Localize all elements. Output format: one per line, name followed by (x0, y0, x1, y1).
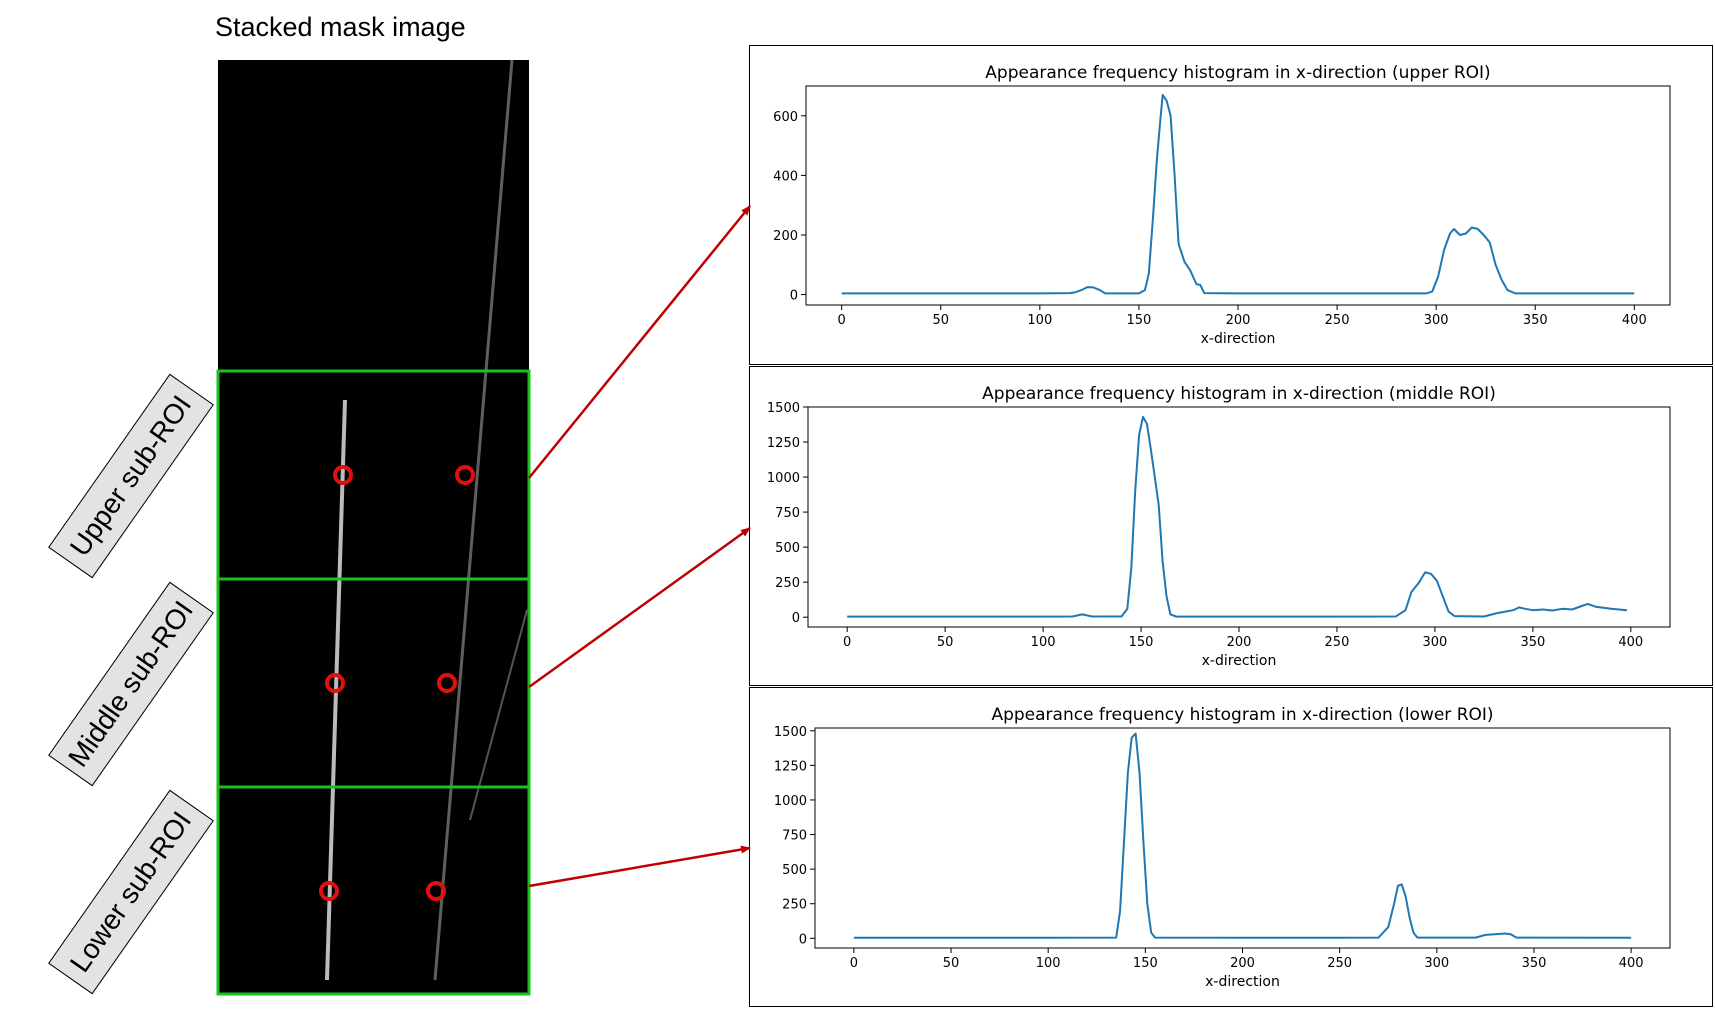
y-tick-label-lower: 750 (782, 829, 807, 844)
x-tick-label-middle: 100 (1031, 635, 1056, 650)
x-tick-label-middle: 300 (1422, 635, 1447, 650)
chart-lower: Appearance frequency histogram in x-dire… (774, 705, 1671, 990)
x-tick-label-lower: 300 (1424, 956, 1449, 971)
chart-title-middle: Appearance frequency histogram in x-dire… (982, 384, 1496, 404)
figure-title: Stacked mask image (215, 12, 466, 42)
chart-middle: Appearance frequency histogram in x-dire… (767, 384, 1671, 669)
x-tick-label-lower: 0 (850, 956, 858, 971)
y-tick-label-lower: 1500 (774, 725, 807, 740)
x-axis-label-lower: x-direction (1205, 974, 1280, 990)
x-tick-label-upper: 0 (838, 313, 846, 328)
y-tick-label-middle: 250 (775, 576, 800, 591)
y-tick-label-upper: 600 (773, 110, 798, 125)
x-tick-label-upper: 250 (1325, 313, 1350, 328)
x-tick-label-upper: 400 (1622, 313, 1647, 328)
roi-box-middle (216, 577, 531, 789)
x-tick-label-upper: 100 (1027, 313, 1052, 328)
lane-marker-4 (437, 673, 457, 693)
x-tick-label-lower: 100 (1036, 956, 1061, 971)
y-tick-label-middle: 1000 (767, 471, 800, 486)
y-tick-label-lower: 0 (799, 932, 807, 947)
lane-marker-5 (319, 881, 339, 901)
plot-area-middle (807, 406, 1671, 628)
x-tick-label-lower: 250 (1327, 956, 1352, 971)
x-axis-label-upper: x-direction (1201, 331, 1276, 347)
y-tick-label-upper: 400 (773, 169, 798, 184)
y-tick-label-lower: 1000 (774, 794, 807, 809)
x-tick-label-middle: 200 (1227, 635, 1252, 650)
y-tick-label-lower: 500 (782, 863, 807, 878)
y-tick-label-middle: 1250 (767, 436, 800, 451)
x-tick-label-upper: 50 (932, 313, 949, 328)
x-axis-label-middle: x-direction (1202, 653, 1277, 669)
roi-box-lower (216, 785, 531, 996)
plot-area-upper (805, 85, 1671, 306)
arrow-lower (528, 845, 751, 888)
stacked-mask-image (218, 60, 529, 994)
x-tick-label-upper: 200 (1226, 313, 1251, 328)
lane-marker-2 (455, 465, 475, 485)
y-tick-label-upper: 0 (790, 289, 798, 304)
arrow-middle (528, 526, 751, 689)
chart-upper: Appearance frequency histogram in x-dire… (773, 63, 1671, 347)
lane-marker-6 (426, 881, 446, 901)
x-tick-label-middle: 150 (1129, 635, 1154, 650)
plot-area-lower (814, 727, 1671, 949)
x-tick-label-lower: 50 (943, 956, 960, 971)
chart-title-lower: Appearance frequency histogram in x-dire… (991, 705, 1493, 725)
x-tick-label-middle: 0 (843, 635, 851, 650)
lane-marker-3 (325, 673, 345, 693)
x-tick-label-upper: 300 (1424, 313, 1449, 328)
mask-lane-faint (469, 609, 528, 821)
y-tick-label-lower: 1250 (774, 759, 807, 774)
series-line-lower (853, 732, 1632, 939)
x-tick-label-middle: 250 (1325, 635, 1350, 650)
x-tick-label-middle: 400 (1618, 635, 1643, 650)
series-line-middle (847, 415, 1627, 618)
arrow-upper (528, 205, 751, 479)
x-tick-label-lower: 350 (1522, 956, 1547, 971)
x-tick-label-lower: 150 (1133, 956, 1158, 971)
y-tick-label-lower: 250 (782, 898, 807, 913)
x-tick-label-upper: 150 (1127, 313, 1152, 328)
y-tick-label-middle: 750 (775, 506, 800, 521)
x-tick-label-middle: 350 (1520, 635, 1545, 650)
y-tick-label-middle: 500 (775, 541, 800, 556)
lane-marker-1 (333, 465, 353, 485)
y-tick-label-middle: 0 (792, 611, 800, 626)
x-tick-label-upper: 350 (1523, 313, 1548, 328)
x-tick-label-middle: 50 (937, 635, 954, 650)
chart-title-upper: Appearance frequency histogram in x-dire… (985, 63, 1490, 83)
y-tick-label-middle: 1500 (767, 401, 800, 416)
mask-lane-right (433, 59, 514, 981)
series-line-upper (841, 93, 1635, 295)
x-tick-label-lower: 400 (1619, 956, 1644, 971)
x-tick-label-lower: 200 (1230, 956, 1255, 971)
y-tick-label-upper: 200 (773, 229, 798, 244)
